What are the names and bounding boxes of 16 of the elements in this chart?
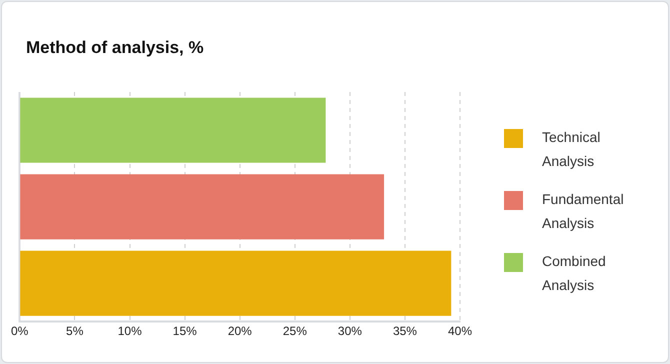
x-tick-label: 0% [11, 324, 29, 338]
bar [20, 98, 326, 163]
x-tick-label: 35% [392, 324, 418, 338]
x-tick-label: 5% [66, 324, 84, 338]
legend-label: Technical Analysis [542, 128, 600, 169]
x-tick-label: 30% [338, 324, 362, 338]
x-tick-label: 15% [172, 324, 198, 338]
chart-title: Method of analysis, % [26, 38, 204, 58]
x-tick-label: 20% [228, 324, 252, 338]
legend-label: Combined Analysis [542, 252, 606, 293]
x-tick-label: 10% [118, 324, 142, 338]
x-tick-label: 40% [448, 324, 472, 338]
bar [20, 174, 384, 240]
x-tick-label: 25% [282, 324, 308, 338]
legend-label: Fundamental Analysis [542, 190, 624, 231]
bar [20, 250, 452, 316]
